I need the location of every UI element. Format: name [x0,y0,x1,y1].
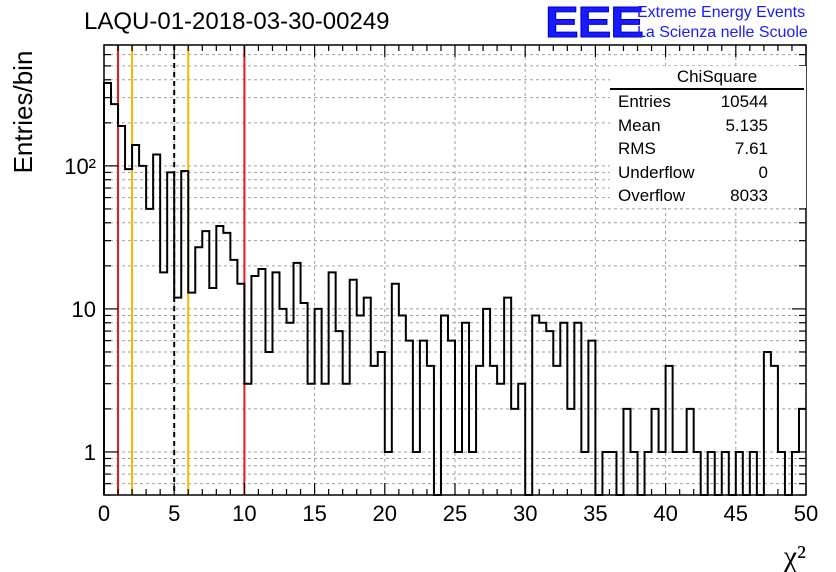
y-tick-label: 1 [84,440,96,465]
x-tick-label: 45 [724,501,748,526]
x-tick-label: 50 [794,501,818,526]
chart-title: LAQU-01-2018-03-30-00249 [84,8,390,35]
stats-row: RMS 7.61 [610,137,806,161]
stats-title: ChiSquare [610,66,804,90]
y-axis-label: Entries/bin [8,51,38,174]
stats-label: Overflow [618,186,686,205]
x-tick-label: 35 [583,501,607,526]
x-axis: 0 5 10 15 20 25 30 35 40 45 50 [98,45,818,526]
stats-value: 5.135 [725,115,768,135]
x-tick-label: 15 [302,501,326,526]
x-axis-label: χ² [783,540,806,572]
stats-row: Underflow 0 [610,161,806,185]
stats-label: Underflow [618,162,695,182]
x-tick-label: 40 [653,501,677,526]
x-tick-label: 10 [232,501,256,526]
y-tick-label: 10² [64,154,96,179]
logo-mark: EEE [544,0,644,48]
stats-value: 7.61 [734,139,768,158]
stats-value: 8033 [730,186,768,205]
stats-box: ChiSquare Entries 10544 Mean 5.135 RMS 7… [610,66,806,208]
stats-label: Mean [618,115,661,135]
x-tick-label: 0 [98,501,110,526]
y-tick-label: 10 [72,297,96,322]
x-tick-label: 30 [513,501,537,526]
y-axis: 1 10 10² [64,44,806,496]
stats-value: 10544 [720,92,768,111]
x-tick-label: 20 [373,501,397,526]
stats-value: 0 [758,162,768,182]
x-tick-label: 25 [443,501,467,526]
logo-line-1: Extreme Energy Events [637,4,806,21]
stats-row: Overflow 8033 [610,184,806,208]
stats-row: Entries 10544 [610,90,806,114]
stats-label: RMS [618,139,656,158]
stats-label: Entries [618,92,671,111]
logo-line-2: La Scienza nelle Scuole [637,24,808,41]
stats-row: Mean 5.135 [610,114,806,138]
histogram-series [103,81,806,496]
x-tick-label: 5 [168,501,180,526]
